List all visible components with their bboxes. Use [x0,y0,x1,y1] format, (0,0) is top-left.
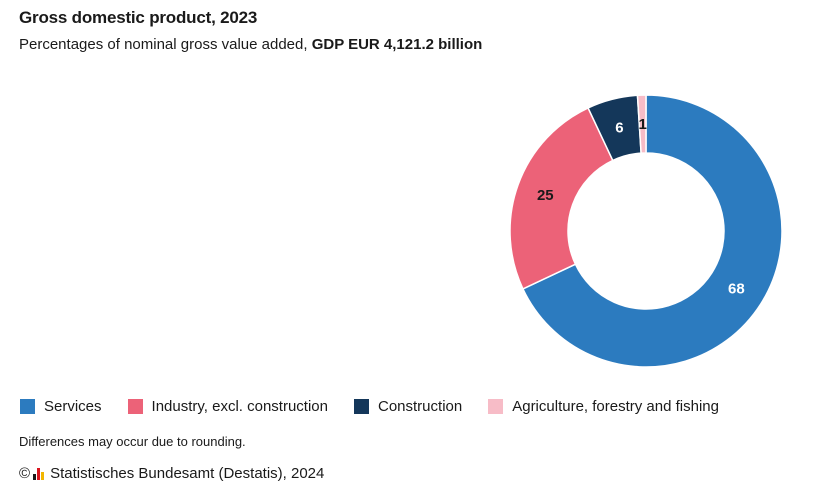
data-label-construction: 6 [615,119,623,136]
subtitle-text: Percentages of nominal gross value added… [19,36,308,53]
legend-label: Agriculture, forestry and fishing [512,398,719,415]
legend-item-services[interactable]: Services [20,398,102,415]
legend-item-agriculture[interactable]: Agriculture, forestry and fishing [488,398,719,415]
slice-services[interactable] [521,94,783,368]
source-text: Statistisches Bundesamt (Destatis), 2024 [50,465,325,482]
destatis-logo-icon [33,467,45,480]
legend-swatch [488,399,504,414]
data-label-industry: 25 [537,187,554,204]
rounding-note: Differences may occur due to rounding. [19,434,246,449]
legend-label: Construction [378,398,463,415]
legend: Services Industry, excl. construction Co… [20,398,745,415]
source-line: © Statistisches Bundesamt (Destatis), 20… [19,465,324,482]
data-label-agriculture: 1 [638,116,646,133]
legend-label: Industry, excl. construction [151,398,328,415]
legend-swatch [127,399,143,414]
legend-swatch [20,399,35,414]
subtitle-gdp-total: GDP EUR 4,121.2 billion [311,36,483,53]
legend-swatch [354,399,369,414]
legend-label: Services [44,398,102,415]
data-label-services: 68 [728,280,745,297]
legend-item-industry[interactable]: Industry, excl. construction [127,398,328,415]
slice-industry[interactable] [509,106,614,290]
slice-agriculture[interactable] [636,94,647,154]
chart-subtitle: Percentages of nominal gross value added… [19,36,482,53]
legend-item-construction[interactable]: Construction [354,398,462,415]
chart-title: Gross domestic product, 2023 [19,8,258,27]
copyright-symbol: © [19,465,31,482]
